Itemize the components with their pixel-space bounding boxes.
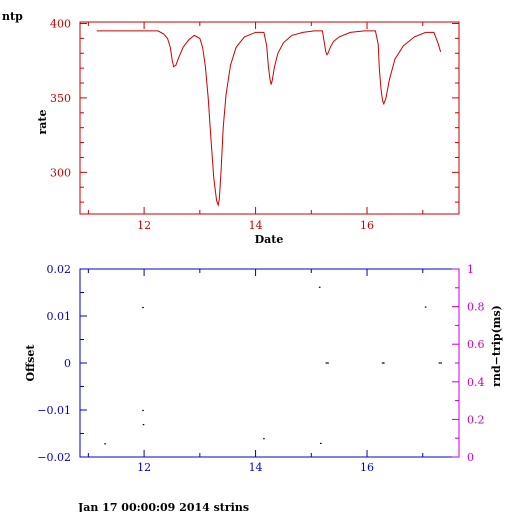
offset-point — [318, 286, 321, 288]
footer-timestamp: Jan 17 00:00:09 2014 strins — [77, 501, 249, 512]
rate-plot-frame — [79, 21, 460, 215]
rtt-y-tick-label: 0.4 — [467, 376, 485, 389]
offset-point — [142, 306, 144, 309]
offset-point — [383, 362, 385, 364]
rtt-y-tick-label: 0.8 — [467, 301, 485, 314]
offset-point — [263, 438, 265, 440]
offset-point — [320, 442, 322, 444]
rtt-y-tick-label: 0.2 — [467, 413, 485, 426]
rate-x-tick-label: 14 — [249, 219, 263, 232]
rate-y-tick-label: 300 — [50, 166, 71, 179]
offset-y-tick-label: 0.02 — [47, 263, 72, 276]
offset-x-tick-label: 12 — [137, 461, 151, 474]
rate-y-tick-label: 400 — [50, 17, 71, 30]
offset-point — [104, 443, 106, 445]
rate-series-line — [96, 30, 442, 208]
rate-chart: 12 14 16 300 350 400 Date rate — [36, 17, 460, 246]
offset-y-tick-label: 0 — [64, 357, 71, 370]
offset-x-tick-label: 16 — [360, 461, 374, 474]
offset-y-tick-label: −0.02 — [37, 451, 71, 464]
offset-point — [440, 362, 442, 364]
offset-point — [142, 424, 145, 426]
rate-y-axis-label: rate — [36, 109, 49, 134]
offset-y-tick-label: 0.01 — [47, 310, 72, 323]
rtt-y-axis-label: rnd−trip(ms) — [490, 305, 503, 387]
rate-x-axis-label: Date — [255, 233, 284, 246]
offset-chart: 12 14 16 −0.02 −0.01 0 0.01 0.02 0 0.2 0.4 0.6 0.8… — [24, 263, 503, 474]
offset-point — [327, 362, 329, 364]
rtt-y-tick-label: 1 — [467, 263, 474, 276]
rate-x-tick-label: 12 — [137, 219, 151, 232]
offset-point — [325, 362, 328, 364]
offset-point — [381, 362, 384, 364]
rate-y-tick-label: 350 — [50, 92, 71, 105]
offset-plot-frame — [79, 268, 460, 458]
figure-title: ntp — [2, 10, 23, 23]
offset-y-axis-label: Offset — [24, 344, 37, 382]
offset-point — [142, 409, 144, 412]
offset-x-tick-label: 14 — [249, 461, 263, 474]
offset-point — [424, 306, 427, 308]
rate-x-tick-label: 16 — [360, 219, 374, 232]
offset-point — [438, 362, 441, 364]
rtt-y-tick-label: 0.6 — [467, 338, 485, 351]
rtt-y-tick-label: 0 — [467, 451, 474, 464]
offset-y-tick-label: −0.01 — [37, 404, 71, 417]
